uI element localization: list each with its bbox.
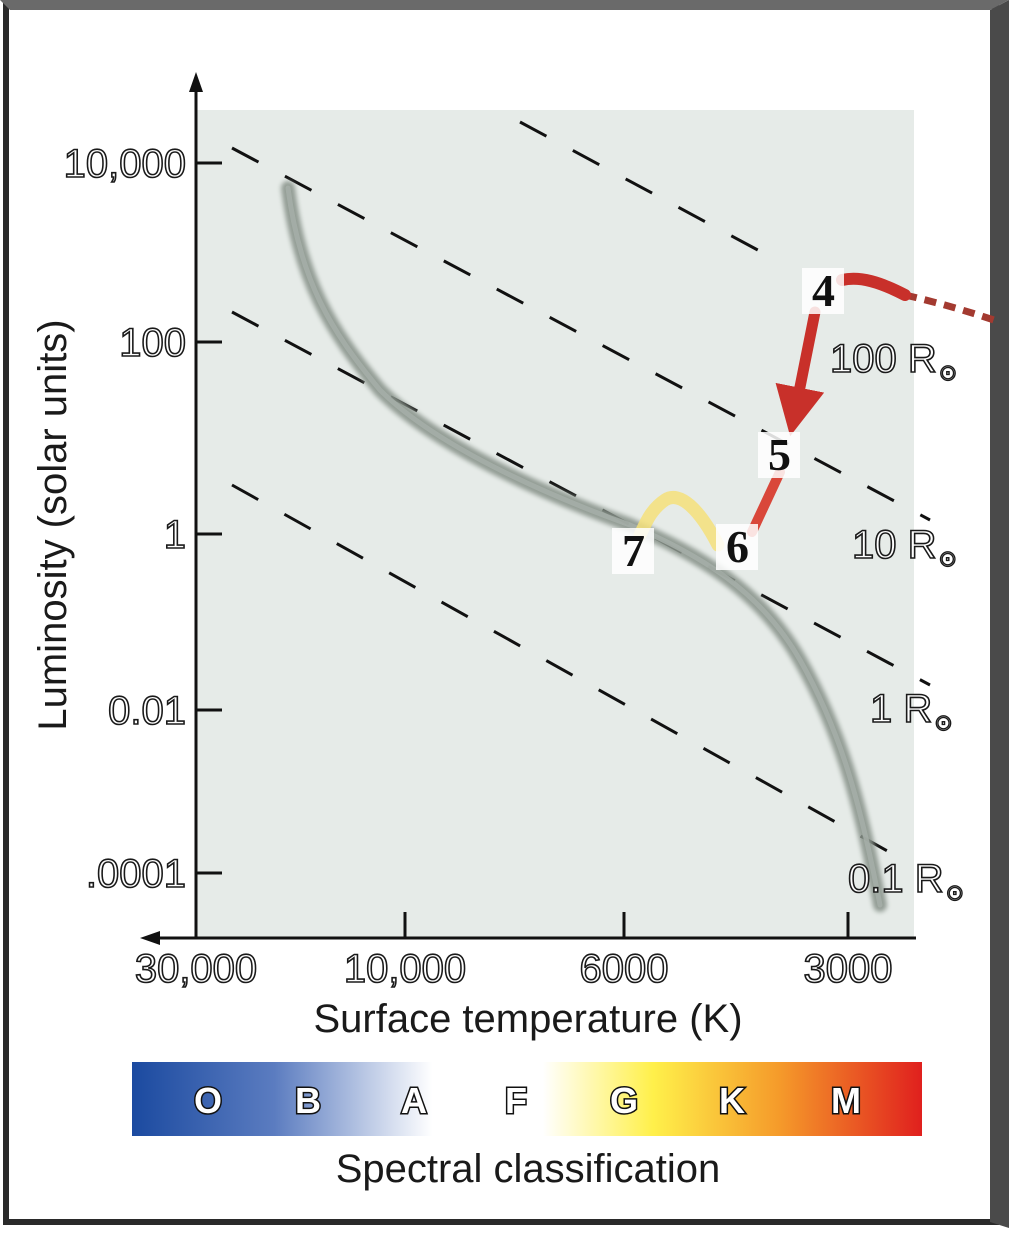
- radius-dashed-line: [231, 146, 931, 522]
- radius-label: 10 R: [852, 523, 937, 567]
- x-tick-label: 6000: [580, 947, 669, 991]
- spectral-bar-title: Spectral classification: [336, 1147, 721, 1191]
- stage-label-bg: [758, 432, 800, 478]
- y-tick-label: 100: [119, 321, 186, 365]
- stage-label-bg: [612, 528, 654, 574]
- y-tick-label: 0.01: [108, 689, 186, 733]
- radius-label: 1 R: [870, 687, 932, 731]
- track-segment-5-6: [747, 467, 785, 537]
- sun-symbol-icon: ⊙: [939, 546, 957, 571]
- y-axis-arrow-icon: [189, 72, 203, 92]
- plot-area: [196, 110, 914, 938]
- y-axis-title: Luminosity (solar units): [31, 319, 75, 730]
- y-tick-label: 10,000: [64, 142, 186, 186]
- track-dashed-incoming: [904, 291, 1002, 326]
- evolution-stage-labels: 4 56 7: [612, 265, 844, 576]
- stage-label-4: 4: [812, 265, 835, 316]
- track-segment-4-5: [775, 306, 825, 437]
- spectral-bar: O B A F G K M Spectral classification: [132, 1062, 922, 1191]
- stage-label-bg: [802, 268, 844, 314]
- radius-dashed-line: [519, 120, 781, 264]
- evolution-track: [633, 272, 1002, 552]
- spectral-class-F: F: [505, 1080, 527, 1121]
- track-segment-6-7: [633, 491, 725, 552]
- stage-label-bg: [716, 524, 758, 570]
- radius-label: 100 R: [830, 337, 937, 381]
- x-axis-ticks: 30,000 10,000 6000 3000: [134, 912, 893, 992]
- y-tick-label: 1: [164, 513, 186, 557]
- x-tick-label: 30,000: [135, 947, 257, 991]
- sun-symbol-icon: ⊙: [946, 880, 964, 905]
- stage-label-5: 5: [768, 429, 791, 480]
- spectral-class-M: M: [831, 1080, 861, 1121]
- radius-label: 0.1 R: [848, 857, 944, 901]
- y-tick-label: .0001: [86, 852, 186, 896]
- spectral-class-K: K: [719, 1080, 745, 1121]
- spectral-class-G: G: [610, 1080, 638, 1121]
- sun-symbol-icon: ⊙: [934, 710, 952, 735]
- y-axis-ticks: 10,000 100 1 0.01 .0001: [63, 141, 222, 897]
- radius-lines: [231, 120, 931, 860]
- x-tick-label: 10,000: [344, 947, 466, 991]
- stage-label-7: 7: [622, 525, 645, 576]
- spectral-gradient: [132, 1062, 922, 1136]
- axes: [140, 72, 916, 945]
- x-axis-arrow-icon: [140, 931, 160, 945]
- sun-symbol-icon: ⊙: [939, 360, 957, 385]
- stage-label-6: 6: [726, 521, 749, 572]
- spectral-class-B: B: [295, 1080, 321, 1121]
- radius-labels: 100 R ⊙10 R ⊙1 R ⊙0.1 R ⊙: [829, 336, 965, 906]
- radius-dashed-line: [231, 483, 901, 860]
- main-sequence: [281, 181, 887, 912]
- track-segment-4: [836, 272, 911, 301]
- spectral-class-A: A: [401, 1080, 427, 1121]
- spectral-class-O: O: [194, 1080, 222, 1121]
- x-axis-title: Surface temperature (K): [313, 997, 742, 1041]
- x-tick-label: 3000: [804, 947, 893, 991]
- radius-dashed-line: [231, 310, 931, 687]
